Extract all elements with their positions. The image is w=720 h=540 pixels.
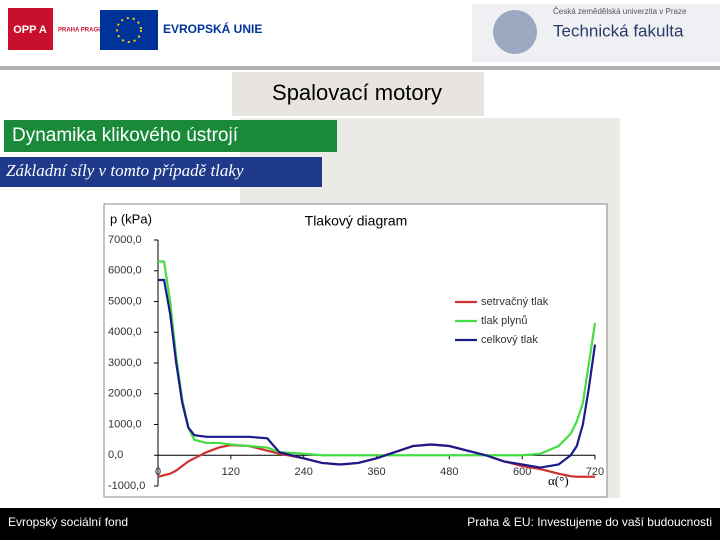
logo-opp bbox=[8, 8, 53, 50]
university: Česká zemědělská univerzita v Praze bbox=[553, 7, 687, 16]
heading: Spalovací motory bbox=[272, 80, 442, 105]
footer-bar bbox=[0, 508, 720, 540]
x-tick-label: 480 bbox=[440, 466, 458, 478]
section-box bbox=[4, 120, 337, 152]
legend-label: setrvačný tlak bbox=[481, 296, 549, 308]
logo-eu: EVROPSKÁ UNIE bbox=[163, 21, 262, 36]
section: Dynamika klikového ústrojí bbox=[12, 125, 239, 146]
subsection-box bbox=[0, 157, 322, 187]
x-tick-label: 240 bbox=[294, 466, 312, 478]
heading-box bbox=[232, 72, 484, 116]
faculty-emblem bbox=[493, 10, 537, 54]
chart-frame bbox=[103, 203, 608, 498]
x-tick-label: 600 bbox=[513, 466, 531, 478]
y-tick-label: 4000,0 bbox=[108, 326, 142, 338]
x-axis-label: α(°) bbox=[548, 473, 569, 488]
y-tick-label: 2000,0 bbox=[108, 388, 142, 400]
y-tick-label: 6000,0 bbox=[108, 265, 142, 277]
x-tick-label: 0 bbox=[155, 466, 161, 478]
eu-stars bbox=[116, 17, 142, 43]
eu-flag bbox=[100, 10, 158, 50]
subsection: Základní síly v tomto případě tlaky bbox=[6, 161, 244, 180]
y-axis-label: p (kPa) bbox=[110, 211, 152, 226]
x-tick-label: 720 bbox=[586, 466, 604, 478]
header-rule bbox=[0, 66, 720, 70]
legend: setrvačný tlak tlak plynů celkový tlak bbox=[453, 292, 589, 350]
x-tick-label: 360 bbox=[367, 466, 385, 478]
plot: -1000,0 0,0 1000,0 2000,0 3000,0 4000,0 5000,0… bbox=[108, 234, 604, 492]
footer-left: Evropský sociální fond bbox=[8, 515, 128, 529]
y-tick-label: 5000,0 bbox=[108, 295, 142, 307]
logo-praha: PRAHA PRAGUE PRAG bbox=[58, 28, 126, 34]
y-tick-label: -1000,0 bbox=[108, 480, 145, 492]
series-line bbox=[158, 278, 597, 469]
faculty: Technická fakulta bbox=[553, 21, 684, 40]
logo-opp-text: OPP A bbox=[13, 24, 47, 36]
legend-label: celkový tlak bbox=[481, 334, 538, 346]
legend-label: tlak plynů bbox=[481, 315, 527, 327]
y-tick-label: 1000,0 bbox=[108, 418, 142, 430]
y-tick-label: 7000,0 bbox=[108, 234, 142, 246]
y-tick-label: 0,0 bbox=[108, 449, 123, 461]
x-tick-label: 120 bbox=[222, 466, 240, 478]
footer-right: Praha & EU: Investujeme do vaší budoucno… bbox=[467, 515, 712, 529]
chart-title: Tlakový diagram bbox=[305, 213, 408, 229]
y-tick-label: 3000,0 bbox=[108, 357, 142, 369]
